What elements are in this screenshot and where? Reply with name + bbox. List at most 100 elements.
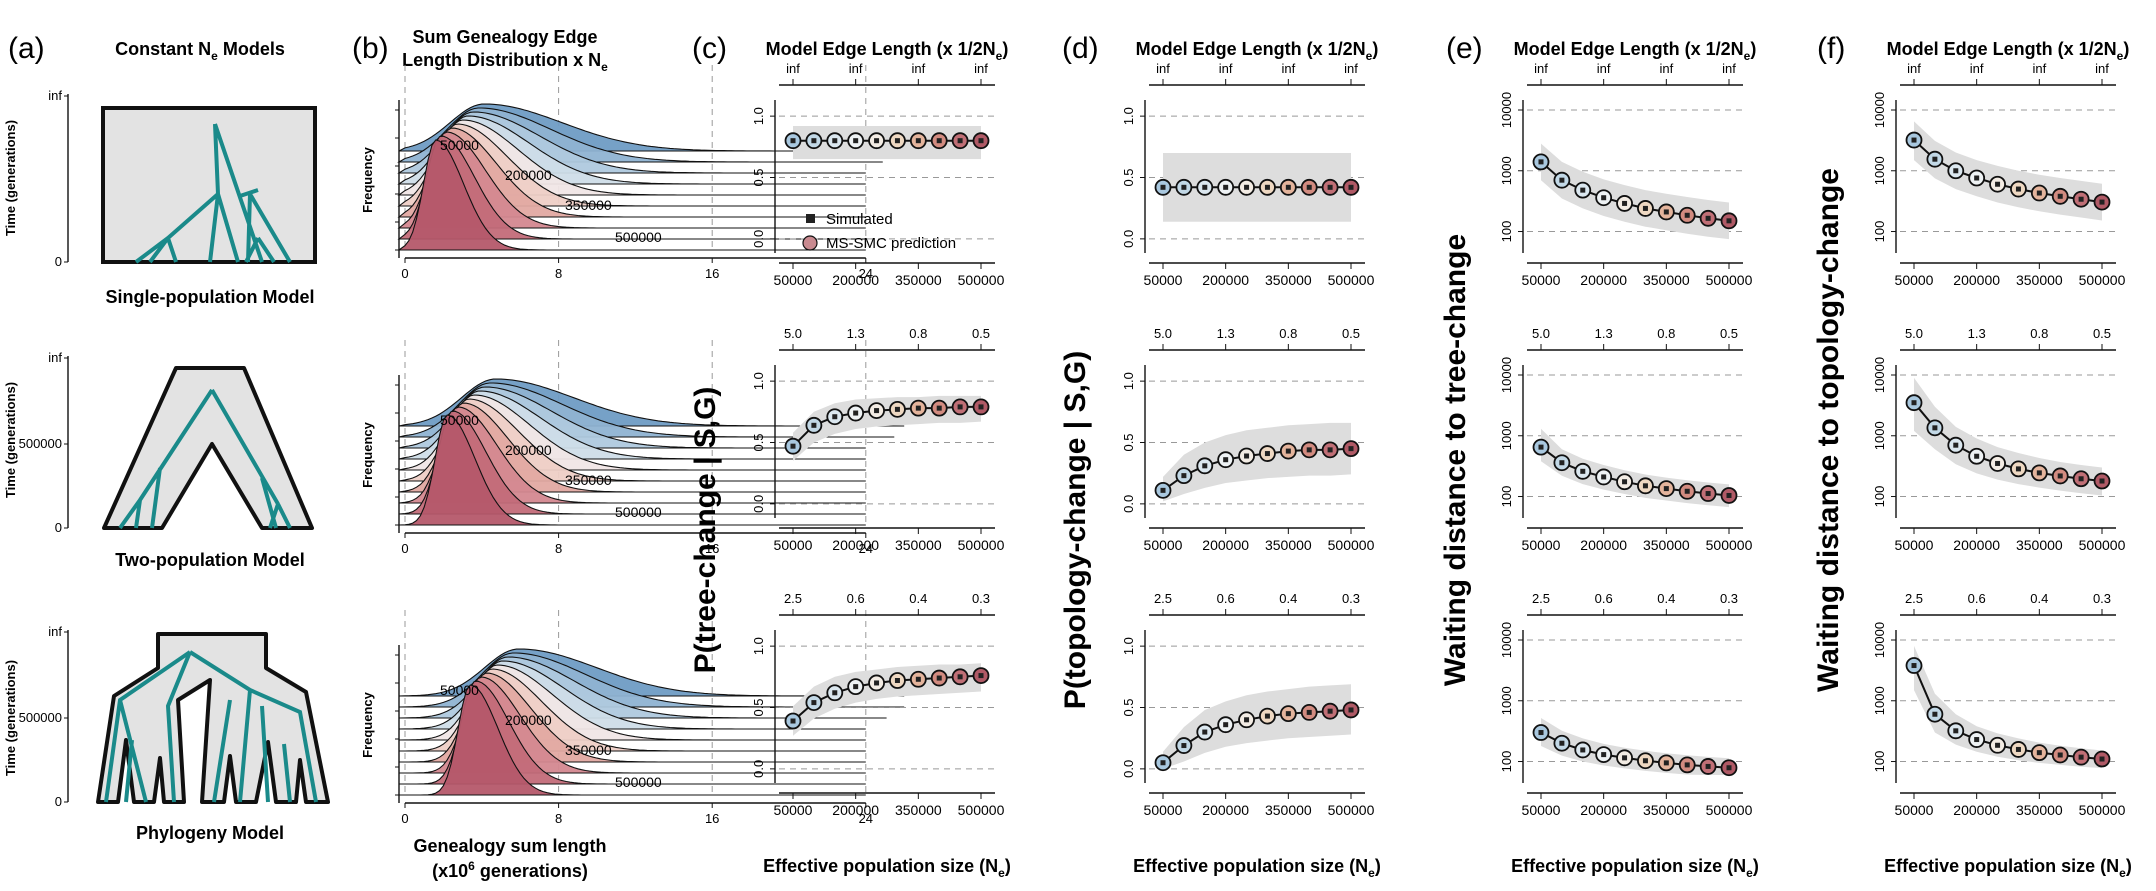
simulated-point <box>874 680 880 686</box>
ridge-xtick-label: 16 <box>705 266 719 281</box>
prediction-line <box>1540 731 1730 769</box>
simulated-point <box>2078 754 2084 760</box>
top-axis-label: 0.3 <box>972 591 990 606</box>
top-axis-label: inf <box>1597 61 1611 76</box>
simulated-point <box>894 406 900 412</box>
y-tick-label: 0.5 <box>1121 168 1136 186</box>
top-axis-label: inf <box>1156 61 1170 76</box>
y-tick-label: 1000 <box>1872 421 1887 450</box>
model2-genealogy <box>118 388 292 530</box>
panel-a-ylabel-3: Time (generations) <box>3 660 18 776</box>
simulated-point <box>811 422 817 428</box>
simulated-point <box>1974 453 1980 459</box>
top-axis-label: 0.4 <box>909 591 927 606</box>
x-tick-label: 500000 <box>1328 272 1375 288</box>
y-tick-label: 0.0 <box>751 230 766 248</box>
x-tick-label: 500000 <box>2079 802 2126 818</box>
x-tick-label: 500000 <box>1706 537 1753 553</box>
plot-row: inf inf inf inf 100 1000 10000 50000 200000 35000… <box>1499 61 1753 288</box>
x-tick-label: 500000 <box>1706 272 1753 288</box>
y-tick-label: 0.0 <box>751 495 766 513</box>
prediction-line <box>1162 709 1352 764</box>
ridge-label: 350000 <box>565 472 612 488</box>
simulated-point <box>853 684 859 690</box>
panel-title: Model Edge Length (x 1/2Ne) <box>1887 39 2130 63</box>
simulated-point <box>2057 752 2063 758</box>
simulated-point <box>1726 765 1732 771</box>
simulated-point <box>1932 156 1938 162</box>
x-tick-label: 200000 <box>1580 537 1627 553</box>
top-axis-label: inf <box>1722 61 1736 76</box>
simulated-point <box>1663 760 1669 766</box>
y-tick-label: 1000 <box>1872 686 1887 715</box>
simulated-point <box>1559 177 1565 183</box>
plot-row: 5.0 1.3 0.8 0.5 100 1000 10000 50000 200000 35000… <box>1499 326 1753 553</box>
x-tick-label: 350000 <box>895 537 942 553</box>
simulated-point <box>1911 400 1917 406</box>
y-tick-label: 1000 <box>1499 421 1514 450</box>
simulated-point <box>1663 486 1669 492</box>
x-tick-label: 50000 <box>774 272 813 288</box>
prediction-band <box>1541 143 1729 240</box>
top-axis-label: 0.3 <box>2093 591 2111 606</box>
x-tick-label: 200000 <box>1580 802 1627 818</box>
y-tick-label: 1.0 <box>751 637 766 655</box>
simulated-point <box>1932 711 1938 717</box>
simulated-point <box>1285 711 1291 717</box>
x-tick-label: 200000 <box>1202 802 1249 818</box>
x-tick-label: 200000 <box>832 802 879 818</box>
prediction-line <box>1913 139 2103 204</box>
x-tick-label: 350000 <box>1643 272 1690 288</box>
simulated-point <box>790 718 796 724</box>
simulated-point <box>1327 184 1333 190</box>
ridge-ylabel: Frequency <box>360 691 375 758</box>
simulated-point <box>1684 762 1690 768</box>
simulated-point <box>2057 473 2063 479</box>
x-tick-label: 50000 <box>1895 802 1934 818</box>
simulated-point <box>1580 747 1586 753</box>
y-tick-label: 0.5 <box>751 433 766 451</box>
y-tick-label: 100 <box>1872 221 1887 243</box>
simulated-point <box>1684 212 1690 218</box>
top-axis-label: 0.6 <box>1217 591 1235 606</box>
panel-ylabel: P(tree-change | S,G) <box>689 387 722 674</box>
y-tick-label: 1.0 <box>751 372 766 390</box>
scatter-panels: (c) Model Edge Length (x 1/2Ne) P(tree-cha… <box>689 32 2132 880</box>
model1-name: Single-population Model <box>106 287 315 307</box>
ridge-label: 500000 <box>615 229 662 245</box>
simulated-point <box>1348 707 1354 713</box>
y-tick-label: 0.5 <box>751 698 766 716</box>
simulated-point <box>2078 476 2084 482</box>
top-axis-label: inf <box>974 61 988 76</box>
panel-xlabel: Effective population size (Ne) <box>763 856 1011 880</box>
panel-label-a: (a) <box>8 32 45 65</box>
simulated-point <box>2036 470 2042 476</box>
top-axis-label: 0.4 <box>2030 591 2048 606</box>
simulated-point <box>832 690 838 696</box>
panel-ylabel: Waiting distance to tree-change <box>1439 234 1472 686</box>
panel-b-xlabel-line1: Genealogy sum length <box>413 836 606 856</box>
ridge-ylabel: Frequency <box>360 146 375 213</box>
x-tick-label: 350000 <box>2016 272 2063 288</box>
simulated-point <box>2036 750 2042 756</box>
panel-d: (d) Model Edge Length (x 1/2Ne) P(topology… <box>1059 32 1381 880</box>
x-tick-label: 500000 <box>958 802 1005 818</box>
prediction-line <box>1162 447 1352 492</box>
top-axis-label: 0.8 <box>909 326 927 341</box>
simulated-point <box>1202 184 1208 190</box>
ridge-label: 500000 <box>615 774 662 790</box>
x-tick-label: 500000 <box>1328 537 1375 553</box>
panel-a-ylabel-2: Time (generations) <box>3 382 18 498</box>
simulated-point <box>1911 137 1917 143</box>
simulated-point <box>1953 728 1959 734</box>
simulated-point <box>1538 730 1544 736</box>
ridge-label: 350000 <box>565 197 612 213</box>
top-axis-label: 2.5 <box>1154 591 1172 606</box>
ridge-label: 50000 <box>440 412 479 428</box>
ridge-label: 200000 <box>505 442 552 458</box>
prediction-band <box>1163 422 1351 502</box>
y-tick-label: 10000 <box>1499 357 1514 393</box>
panel-label-e: (e) <box>1446 32 1483 65</box>
panel-label-d: (d) <box>1062 32 1099 65</box>
y-tick-label: 10000 <box>1499 622 1514 658</box>
